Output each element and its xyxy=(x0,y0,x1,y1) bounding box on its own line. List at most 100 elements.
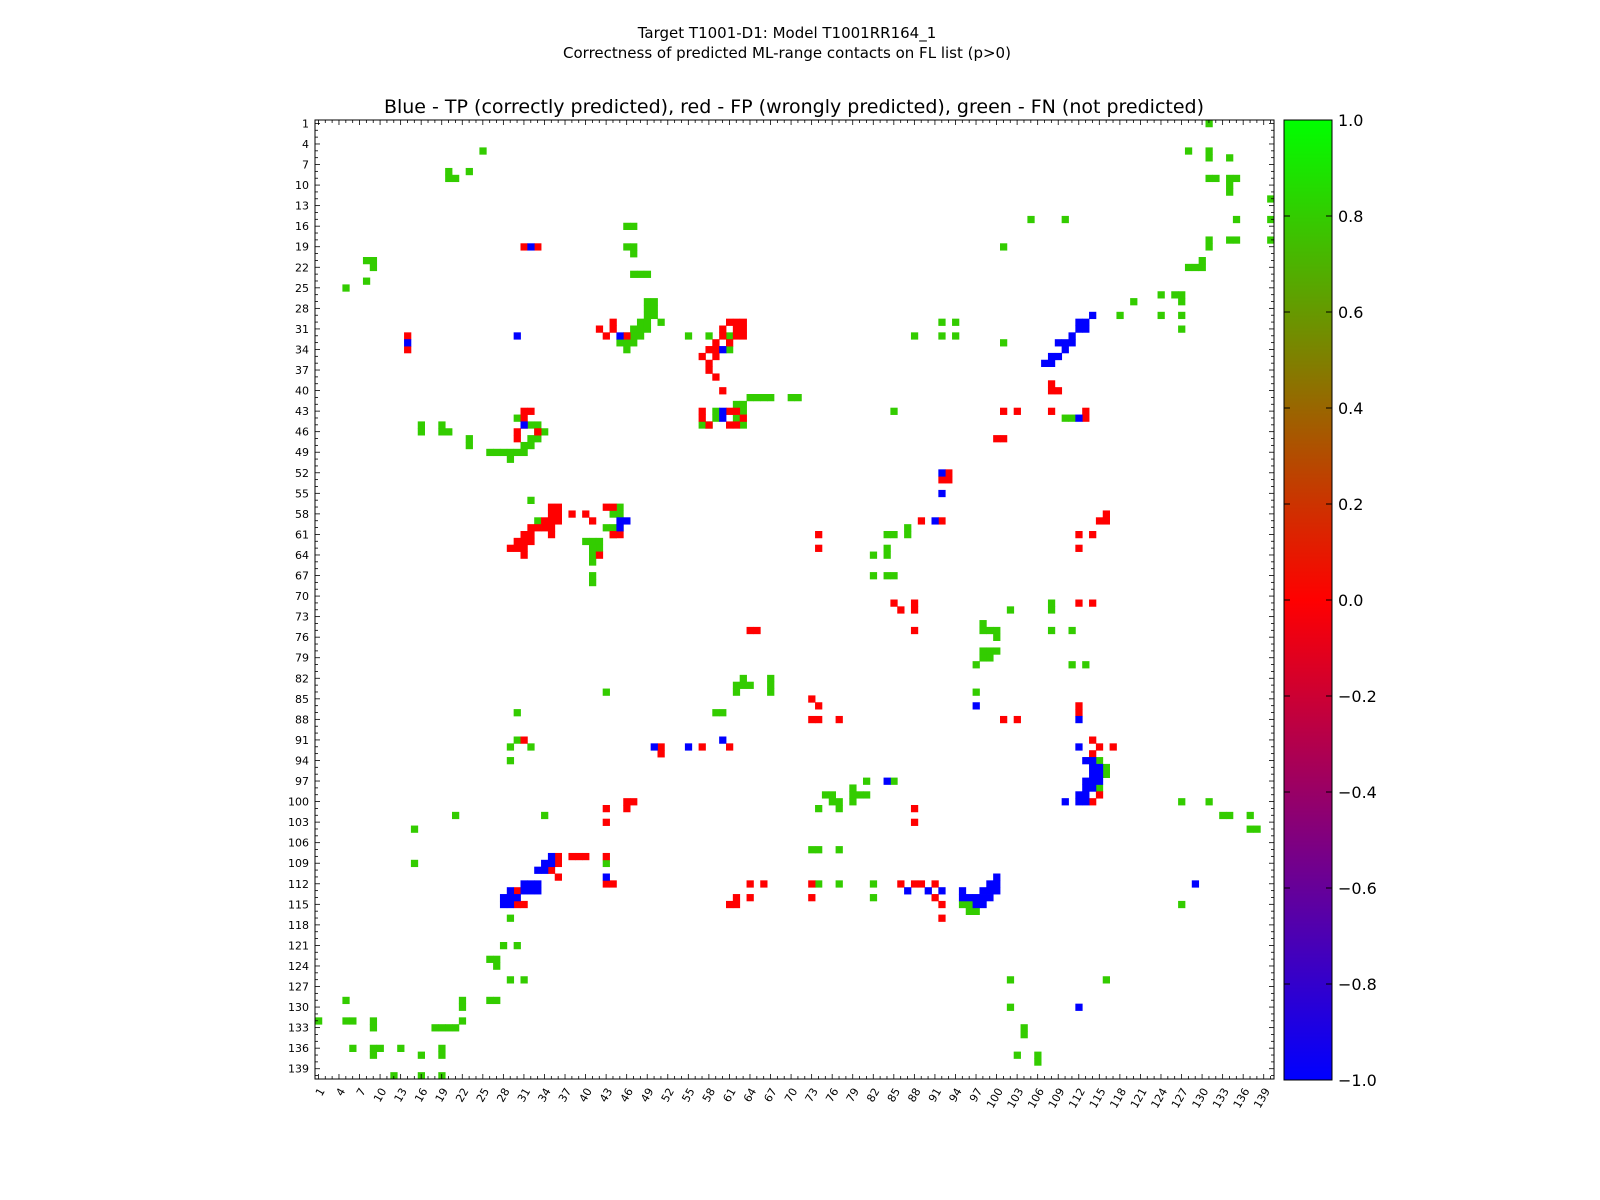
fp-cell xyxy=(547,524,556,532)
fn-cell xyxy=(1226,811,1234,820)
fn-cell xyxy=(630,250,638,258)
tp-cell xyxy=(719,407,727,415)
fn-cell xyxy=(979,620,987,628)
fn-cell xyxy=(438,1044,446,1052)
y-tick-label: 118 xyxy=(288,919,309,932)
fn-cell xyxy=(630,243,638,251)
fp-cell xyxy=(732,325,741,333)
fn-cell xyxy=(1102,770,1110,778)
fn-cell xyxy=(979,647,987,655)
fp-cell xyxy=(520,414,528,422)
fp-cell xyxy=(1089,750,1097,758)
fn-cell xyxy=(1013,1051,1021,1059)
y-tick-label: 28 xyxy=(295,302,309,315)
fn-cell xyxy=(452,811,460,820)
fn-cell xyxy=(1184,147,1193,155)
fn-cell xyxy=(369,1051,378,1059)
fn-cell xyxy=(465,435,473,443)
fn-cell xyxy=(643,270,652,278)
fp-cell xyxy=(938,476,946,484)
fp-cell xyxy=(404,332,412,340)
fn-cell xyxy=(849,798,857,806)
y-tick-label: 37 xyxy=(295,364,309,377)
fn-cell xyxy=(486,955,494,963)
tp-cell xyxy=(938,887,946,895)
tp-cell xyxy=(1068,332,1076,340)
fn-cell xyxy=(589,572,597,580)
fn-cell xyxy=(904,524,912,532)
fn-cell xyxy=(726,332,734,340)
fn-cell xyxy=(630,222,638,230)
fn-cell xyxy=(979,654,987,662)
tp-cell xyxy=(1082,791,1090,799)
fn-cell xyxy=(883,531,891,539)
fp-cell xyxy=(527,537,535,546)
fn-cell xyxy=(643,318,652,326)
fn-cell xyxy=(856,791,864,799)
x-tick-label: 52 xyxy=(659,1086,677,1105)
fn-cell xyxy=(1116,311,1124,320)
tp-cell xyxy=(1082,784,1090,792)
fn-cell xyxy=(972,907,980,915)
fn-cell xyxy=(616,503,624,511)
fn-cell xyxy=(486,996,494,1005)
fp-cell xyxy=(705,421,713,429)
tp-cell xyxy=(1041,359,1049,367)
fn-cell xyxy=(1020,1024,1028,1032)
fn-cell xyxy=(1095,757,1104,765)
fn-cell xyxy=(1178,900,1186,909)
tp-cell xyxy=(616,332,624,340)
fn-cell xyxy=(869,894,878,902)
fn-cell xyxy=(650,311,658,320)
colorbar-tick-label: 1.0 xyxy=(1338,111,1363,130)
fn-cell xyxy=(623,346,631,354)
tp-cell xyxy=(506,894,515,902)
tp-cell xyxy=(1082,325,1090,333)
y-tick-label: 7 xyxy=(302,159,309,172)
fn-cell xyxy=(910,332,919,340)
tp-cell xyxy=(958,887,967,895)
fn-cell xyxy=(1006,976,1015,984)
fn-cell xyxy=(1205,120,1213,128)
fn-cell xyxy=(890,407,898,415)
x-tick-label: 115 xyxy=(1087,1086,1109,1111)
fp-cell xyxy=(726,318,734,326)
fn-cell xyxy=(1205,147,1213,155)
fn-cell xyxy=(527,441,535,450)
fn-cell xyxy=(602,688,610,696)
x-tick-labels: 1 4 7 10 13 16 19 22 25 28 31 34 37 40 43 46 49 52 55 58 61 6… xyxy=(313,1086,1273,1111)
fn-cell xyxy=(506,455,515,463)
y-tick-label: 19 xyxy=(295,241,309,254)
x-tick-label: 10 xyxy=(371,1086,389,1105)
fn-cell xyxy=(835,846,843,854)
x-tick-label: 133 xyxy=(1210,1086,1232,1111)
y-tick-label: 121 xyxy=(288,939,309,952)
tp-cell xyxy=(527,243,535,251)
fp-cell xyxy=(719,387,727,395)
fn-cell xyxy=(342,284,350,292)
fp-cell xyxy=(719,325,727,333)
x-tick-label: 37 xyxy=(556,1086,574,1105)
tp-cell xyxy=(534,866,542,874)
fn-cell xyxy=(493,996,501,1005)
fp-cell xyxy=(808,695,816,703)
fp-cell xyxy=(623,798,631,806)
fn-cell xyxy=(1267,195,1275,203)
fn-cell xyxy=(712,709,720,717)
y-tick-label: 115 xyxy=(288,898,309,911)
fn-cell xyxy=(1178,325,1186,333)
colorbar-tick-label: 0.6 xyxy=(1338,303,1363,322)
colorbar-tick-label: 0.0 xyxy=(1338,591,1363,610)
fp-cell xyxy=(1075,599,1083,607)
fn-cell xyxy=(410,825,419,833)
fn-cell xyxy=(636,270,645,278)
fp-cell xyxy=(698,743,706,751)
y-tick-label: 58 xyxy=(295,508,309,521)
fn-cell xyxy=(705,332,713,340)
fn-cell xyxy=(650,298,658,306)
tp-cell xyxy=(1068,339,1076,347)
fp-cell xyxy=(554,852,562,861)
fn-cell xyxy=(609,510,617,518)
fn-cell xyxy=(1102,763,1110,772)
fp-cell xyxy=(534,428,542,436)
